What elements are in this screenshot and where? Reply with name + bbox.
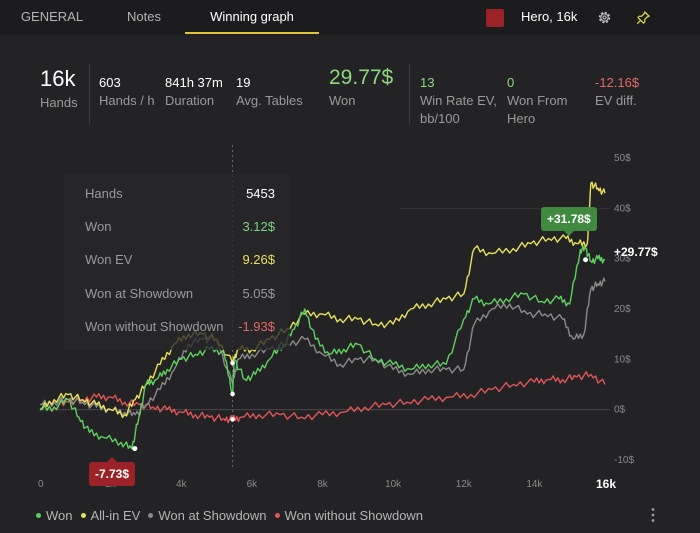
stat-duration-label: Duration (165, 93, 215, 108)
legend-item-won-without-showdown[interactable]: Won without Showdown (274, 508, 424, 523)
stat-divider (409, 64, 410, 124)
y-tick-label: 30$ (614, 254, 631, 265)
tooltip-value: 5453 (246, 186, 275, 201)
stat-avg-tables-value: 19 (236, 75, 251, 90)
x-tick-label: 12k (456, 479, 473, 490)
min-value-text: -7.73$ (95, 467, 130, 481)
stat-duration: 841h 37m Duration (165, 75, 223, 110)
tab-bar: GENERAL Notes Winning graph Hero, 16k (0, 0, 700, 35)
x-tick-label: 10k (385, 479, 402, 490)
y-tick-label: -10$ (614, 455, 634, 466)
bubble-arrow (563, 231, 574, 236)
max-value-bubble: +31.78$ (541, 207, 597, 236)
stat-ev-diff: -12.16$ EV diff. (595, 75, 639, 110)
min-point (132, 446, 138, 452)
tooltip-value: 5.05$ (242, 286, 275, 301)
x-end-label: 16k (596, 477, 616, 491)
stat-duration-value: 841h 37m (165, 75, 223, 90)
y-tick-label: 20$ (614, 304, 631, 315)
stat-hands-per-hour: 603 Hands / h (99, 75, 155, 110)
tooltip-row-won: Won 3.12$ (85, 219, 275, 237)
tab-general[interactable]: GENERAL (20, 9, 84, 24)
tooltip-row-won-without-showdown: Won without Showdown -1.93$ (85, 319, 275, 337)
tooltip-value: 9.26$ (242, 252, 275, 267)
legend-label: Won without Showdown (284, 508, 424, 523)
legend-label: All-in EV (90, 508, 141, 523)
tooltip-row-won-at-showdown: Won at Showdown 5.05$ (85, 286, 275, 304)
player-color-swatch[interactable] (486, 9, 504, 27)
y-tick-label: 40$ (614, 203, 631, 214)
stat-won-from-hero-value: 0 (507, 75, 515, 90)
stat-hands-value: 16k (40, 66, 76, 91)
y-tick-label: 0$ (614, 405, 626, 416)
hover-point (230, 391, 235, 397)
gear-icon[interactable] (596, 9, 613, 26)
tooltip-label: Won at Showdown (85, 286, 194, 301)
pin-icon[interactable] (636, 10, 651, 25)
legend-dot (80, 513, 86, 518)
stat-won-from-hero-label: Won From Hero (507, 93, 568, 126)
stat-avg-tables-label: Avg. Tables (236, 93, 303, 108)
stat-hands-per-hour-value: 603 (99, 75, 121, 90)
series-line-won-at-showdown (39, 277, 606, 417)
x-tick-label: 8k (317, 479, 329, 490)
legend-item-won-at-showdown[interactable]: Won at Showdown (148, 508, 267, 523)
stat-avg-tables: 19 Avg. Tables (236, 75, 303, 110)
tooltip-value: -1.93$ (238, 319, 275, 334)
x-tick-label: 6k (247, 479, 259, 490)
tooltip-label: Won without Showdown (85, 319, 224, 334)
x-tick-label: 4k (176, 479, 188, 490)
chart-legend: Won All-in EV Won at Showdown Won withou… (36, 508, 431, 523)
tooltip-label: Won (85, 219, 112, 234)
tab-notes[interactable]: Notes (127, 9, 161, 24)
series-line-all-in-ev (39, 181, 606, 419)
legend-dot (36, 513, 41, 518)
legend-item-all-in-ev[interactable]: All-in EV (80, 508, 141, 523)
stat-ev-diff-value: -12.16$ (595, 75, 640, 90)
legend-label: Won at Showdown (158, 508, 267, 523)
stat-won: 29.77$ Won (329, 66, 393, 110)
more-options-icon[interactable] (650, 507, 656, 523)
stat-won-from-hero: 0 Won From Hero (507, 75, 577, 128)
x-tick-label: 0 (38, 479, 44, 490)
stat-hands: 16k Hands (40, 66, 78, 112)
stat-win-rate-ev-label: Win Rate EV, bb/100 (420, 93, 497, 126)
tooltip-row-won-ev: Won EV 9.26$ (85, 252, 275, 270)
x-tick-label: 14k (526, 479, 543, 490)
min-value-bubble: -7.73$ (89, 457, 136, 486)
end-value-label: +29.77$ (614, 245, 658, 259)
stat-win-rate-ev-value: 13 (420, 75, 435, 90)
stat-won-label: Won (329, 93, 356, 108)
series-line-won-without-showdown (39, 371, 606, 424)
stat-ev-diff-label: EV diff. (595, 93, 637, 108)
tooltip-value: 3.12$ (242, 219, 275, 234)
y-tick-label: 10$ (614, 354, 631, 365)
stat-hands-label: Hands (40, 95, 78, 110)
player-label[interactable]: Hero, 16k (521, 9, 578, 24)
legend-dot (274, 513, 280, 518)
stat-win-rate-ev: 13 Win Rate EV, bb/100 (420, 75, 498, 128)
stat-hands-per-hour-label: Hands / h (99, 93, 155, 108)
tooltip-label: Hands (85, 186, 123, 201)
hover-point (230, 360, 235, 366)
bubble-arrow (107, 457, 118, 462)
stat-divider (89, 64, 90, 124)
legend-label: Won (46, 508, 73, 523)
tooltip-label: Won EV (85, 252, 133, 267)
tab-winning-graph[interactable]: Winning graph (185, 0, 319, 34)
legend-dot (148, 513, 154, 518)
max-value-text: +31.78$ (547, 212, 591, 226)
hover-tooltip: Hands 5453 Won 3.12$ Won EV 9.26$ Won at… (64, 174, 290, 350)
legend-item-won[interactable]: Won (36, 508, 73, 523)
max-point (583, 257, 589, 263)
tooltip-row-hands: Hands 5453 (85, 186, 275, 204)
stat-won-value: 29.77$ (329, 66, 394, 89)
y-tick-label: 50$ (614, 153, 631, 164)
series-line-won (39, 244, 606, 450)
hover-point (230, 417, 235, 422)
